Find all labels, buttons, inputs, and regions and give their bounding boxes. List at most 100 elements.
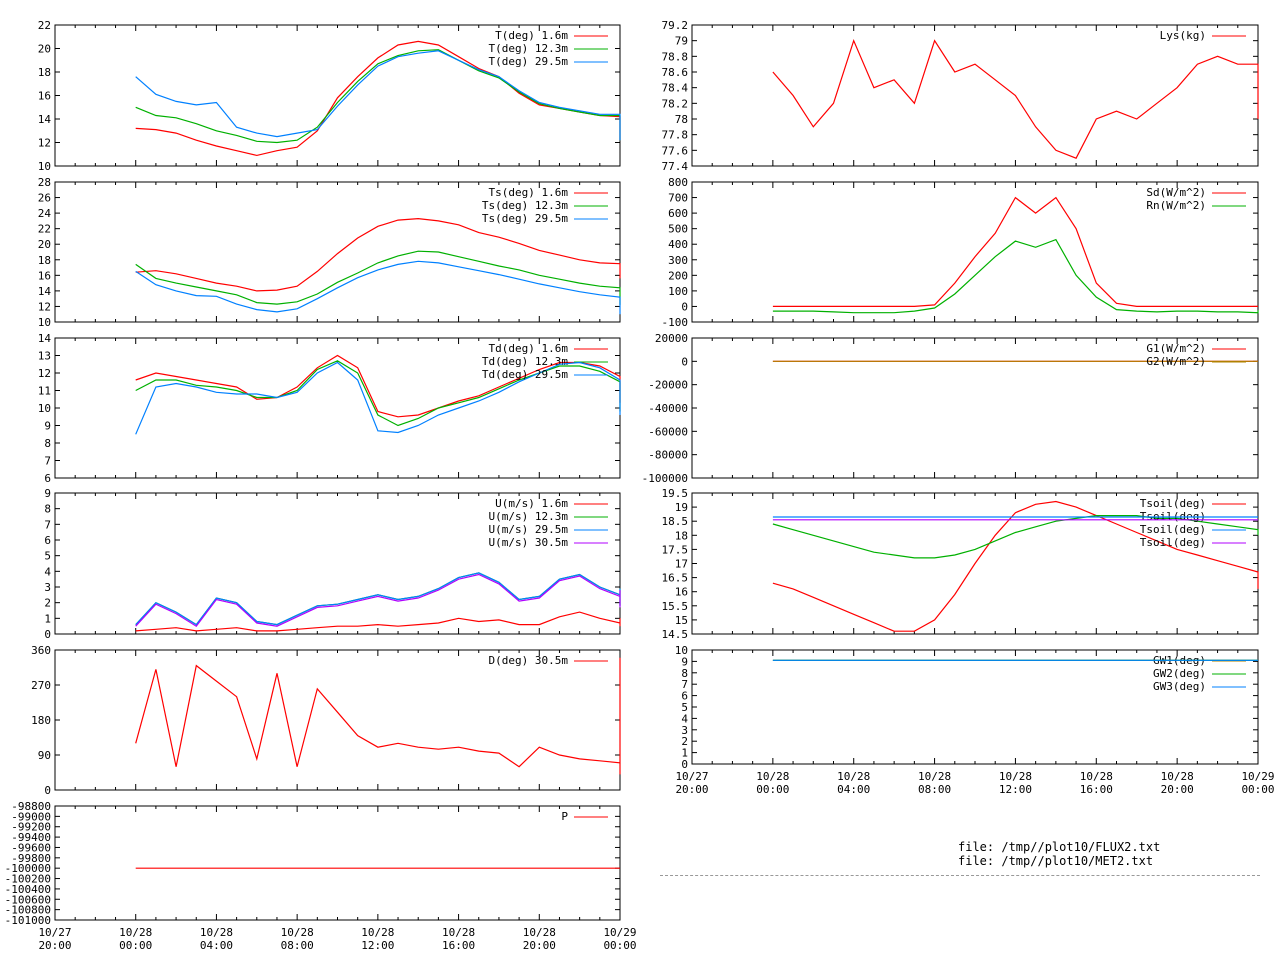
x-tick-label-GW: 00:00 <box>756 783 789 796</box>
series-line-Lys-0 <box>772 38 1259 159</box>
series-line-Ts-1 <box>135 250 621 305</box>
y-tick-label-T: 12 <box>38 137 51 150</box>
y-tick-label-P: -101000 <box>5 914 51 927</box>
legend-label-U-3: U(m/s) 30.5m <box>489 536 569 549</box>
y-tick-label-P: -100400 <box>5 883 51 896</box>
legend-label-P-0: P <box>561 810 568 823</box>
series-line-U-3 <box>135 573 621 627</box>
x-tick-label-P: 10/28 <box>523 926 556 939</box>
y-tick-label-U: 7 <box>44 518 51 531</box>
y-tick-label-GW: 6 <box>681 690 688 703</box>
y-tick-label-Ts: 10 <box>38 316 51 329</box>
y-tick-label-Rad: 500 <box>668 223 688 236</box>
y-tick-label-Td: 9 <box>44 420 51 433</box>
x-tick-label-P: 20:00 <box>523 939 556 952</box>
legend-label-Td-1: Td(deg) 12.3m <box>482 355 568 368</box>
legend-label-Td-0: Td(deg) 1.6m <box>489 342 569 355</box>
y-tick-label-Tsoil: 15 <box>675 614 688 627</box>
y-tick-label-Lys: 78.4 <box>662 82 689 95</box>
x-tick-label-P: 10/28 <box>119 926 152 939</box>
panel-frame-P <box>54 805 621 921</box>
y-tick-label-GW: 4 <box>681 712 688 725</box>
series-line-U-0 <box>135 611 621 632</box>
y-tick-label-Td: 11 <box>38 385 51 398</box>
y-tick-label-Tsoil: 19.5 <box>662 487 689 500</box>
y-tick-label-P: -99800 <box>11 852 51 865</box>
legend-label-Tsoil-3: Tsoil(deg) <box>1140 536 1206 549</box>
y-tick-label-Tsoil: 18.5 <box>662 515 689 528</box>
legend-label-T-1: T(deg) 12.3m <box>489 42 569 55</box>
x-tick-label-P: 10/28 <box>442 926 475 939</box>
series-line-Rad-1 <box>772 238 1259 314</box>
y-tick-label-GW: 2 <box>681 735 688 748</box>
legend-label-Tsoil-0: Tsoil(deg) <box>1140 497 1206 510</box>
y-tick-label-T: 22 <box>38 19 51 32</box>
x-tick-label-P: 00:00 <box>119 939 152 952</box>
x-tick-label-P: 08:00 <box>281 939 314 952</box>
y-tick-label-Ts: 22 <box>38 223 51 236</box>
y-tick-label-Td: 6 <box>44 472 51 485</box>
x-tick-label-P: 20:00 <box>38 939 71 952</box>
x-tick-label-P: 10/28 <box>200 926 233 939</box>
series-line-Td-2 <box>135 361 621 435</box>
y-tick-label-Td: 13 <box>38 350 51 363</box>
x-tick-label-GW: 10/27 <box>675 770 708 783</box>
y-tick-label-Lys: 78 <box>675 113 688 126</box>
x-tick-label-GW: 10/28 <box>1161 770 1194 783</box>
x-tick-label-GW: 10/28 <box>1080 770 1113 783</box>
y-tick-label-GW: 5 <box>681 701 688 714</box>
y-tick-label-U: 8 <box>44 503 51 516</box>
legend-label-GW-2: GW3(deg) <box>1153 680 1206 693</box>
y-tick-label-Tsoil: 15.5 <box>662 600 689 613</box>
y-tick-label-Rad: 600 <box>668 207 688 220</box>
legend-label-U-0: U(m/s) 1.6m <box>495 497 568 510</box>
y-tick-label-T: 20 <box>38 43 51 56</box>
y-tick-label-Lys: 79.2 <box>662 19 689 32</box>
y-tick-label-Lys: 77.8 <box>662 129 689 142</box>
y-tick-label-Ts: 16 <box>38 269 51 282</box>
y-tick-label-U: 5 <box>44 550 51 563</box>
y-tick-label-Td: 12 <box>38 367 51 380</box>
y-tick-label-Tsoil: 19 <box>675 501 688 514</box>
series-line-Rad-0 <box>772 196 1258 307</box>
y-tick-label-Tsoil: 16.5 <box>662 572 689 585</box>
x-tick-label-GW: 08:00 <box>918 783 951 796</box>
legend-label-Ts-2: Ts(deg) 29.5m <box>482 212 568 225</box>
legend-label-T-2: T(deg) 29.5m <box>489 55 569 68</box>
y-tick-label-Rad: -100 <box>662 316 689 329</box>
y-tick-label-G: -40000 <box>648 402 688 415</box>
legend-label-Ts-0: Ts(deg) 1.6m <box>489 186 569 199</box>
y-tick-label-U: 9 <box>44 487 51 500</box>
y-tick-label-Lys: 79 <box>675 35 688 48</box>
y-tick-label-D: 180 <box>31 714 51 727</box>
legend-label-GW-1: GW2(deg) <box>1153 667 1206 680</box>
y-tick-label-D: 0 <box>44 784 51 797</box>
x-tick-label-P: 00:00 <box>603 939 636 952</box>
x-tick-label-P: 10/28 <box>281 926 314 939</box>
y-tick-label-Lys: 78.6 <box>662 66 689 79</box>
y-tick-label-Tsoil: 18 <box>675 529 688 542</box>
y-tick-label-D: 360 <box>31 644 51 657</box>
y-tick-label-Ts: 28 <box>38 176 51 189</box>
y-tick-label-Td: 8 <box>44 437 51 450</box>
legend-label-U-1: U(m/s) 12.3m <box>489 510 569 523</box>
panel-frame-Lys <box>691 24 1259 167</box>
y-tick-label-U: 4 <box>44 565 51 578</box>
y-tick-label-P: -100000 <box>5 862 51 875</box>
y-tick-label-GW: 3 <box>681 724 688 737</box>
x-tick-label-P: 10/29 <box>603 926 636 939</box>
x-tick-label-GW: 10/28 <box>999 770 1032 783</box>
x-tick-label-GW: 10/28 <box>918 770 951 783</box>
y-tick-label-Tsoil: 16 <box>675 586 688 599</box>
y-tick-label-GW: 1 <box>681 747 688 760</box>
x-tick-label-P: 04:00 <box>200 939 233 952</box>
legend-label-U-2: U(m/s) 29.5m <box>489 523 569 536</box>
file-info: file: /tmp//plot10/FLUX2.txt file: /tmp/… <box>958 840 1160 868</box>
x-tick-label-GW: 10/28 <box>837 770 870 783</box>
y-tick-label-Rad: 800 <box>668 176 688 189</box>
x-tick-label-P: 10/27 <box>38 926 71 939</box>
y-tick-label-U: 1 <box>44 612 51 625</box>
legend-label-Td-2: Td(deg) 29.5m <box>482 368 568 381</box>
x-tick-label-GW: 10/28 <box>756 770 789 783</box>
